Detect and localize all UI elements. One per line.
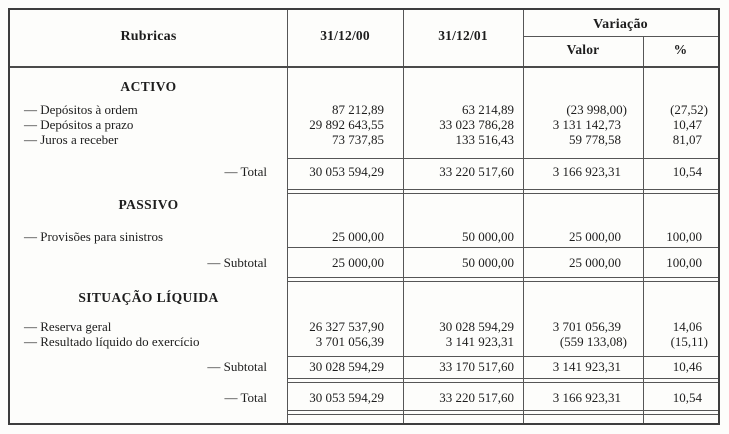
- value-variacao-valor: (23 998,00): [566, 102, 627, 117]
- total-rule: [287, 247, 718, 248]
- value-31-12-01: 33 220 517,60: [439, 164, 514, 179]
- value-variacao-valor: 3 141 923,31: [552, 359, 621, 374]
- column-header-31-12-01: 31/12/01: [438, 28, 488, 43]
- value-variacao-percent: 100,00: [666, 229, 702, 244]
- section-double-rule: [287, 189, 718, 194]
- column-header-variacao: Variação: [593, 17, 648, 32]
- column-divider: [403, 10, 404, 423]
- row-label: — Provisões para sinistros: [24, 229, 164, 244]
- value-variacao-valor: 3 166 923,31: [552, 164, 621, 179]
- value-31-12-00: 30 028 594,29: [309, 359, 384, 374]
- value-31-12-01: 33 170 517,60: [439, 359, 514, 374]
- value-31-12-00: 25 000,00: [332, 229, 384, 244]
- value-variacao-percent: 10,46: [672, 359, 702, 374]
- value-variacao-percent: (27,52): [670, 102, 708, 117]
- row-label: — Reserva geral: [24, 319, 112, 334]
- row-label: — Juros a receber: [24, 132, 119, 147]
- value-31-12-00: 25 000,00: [332, 255, 384, 270]
- value-variacao-valor: 25 000,00: [569, 255, 621, 270]
- value-31-12-01: 33 220 517,60: [439, 390, 514, 405]
- value-31-12-01: 133 516,43: [455, 132, 515, 147]
- value-variacao-percent: 10,54: [672, 164, 702, 179]
- value-31-12-00: 26 327 537,90: [309, 319, 384, 334]
- value-variacao-percent: 10,47: [672, 117, 702, 132]
- column-divider: [287, 10, 288, 423]
- value-variacao-valor: 3 166 923,31: [552, 390, 621, 405]
- row-label: — Depósitos a prazo: [24, 117, 134, 132]
- section-double-rule: [287, 378, 718, 383]
- column-header-rubricas: Rubricas: [120, 29, 177, 44]
- value-31-12-01: 63 214,89: [462, 102, 514, 117]
- value-31-12-01: 30 028 594,29: [439, 319, 514, 334]
- section-double-rule: [287, 277, 718, 282]
- value-31-12-01: 50 000,00: [462, 255, 514, 270]
- value-31-12-01: 3 141 923,31: [445, 334, 514, 349]
- row-label: — Resultado líquido do exercício: [24, 334, 200, 349]
- variacao-underline: [523, 36, 718, 37]
- value-31-12-01: 50 000,00: [462, 229, 514, 244]
- value-31-12-00: 30 053 594,29: [309, 390, 384, 405]
- section-title-passivo: PASSIVO: [118, 197, 179, 212]
- value-31-12-01: 33 023 786,28: [439, 117, 514, 132]
- column-header-percent: %: [673, 42, 688, 57]
- value-variacao-percent: 81,07: [672, 132, 702, 147]
- value-variacao-percent: 100,00: [666, 255, 702, 270]
- total-rule: [287, 158, 718, 159]
- row-label: — Depósitos à ordem: [24, 102, 138, 117]
- column-divider: [643, 36, 644, 423]
- total-label: — Total: [224, 164, 267, 179]
- column-divider: [523, 10, 524, 423]
- value-31-12-00: 30 053 594,29: [309, 164, 384, 179]
- column-header-valor: Valor: [566, 42, 600, 57]
- subtotal-label: — Subtotal: [207, 359, 267, 374]
- value-31-12-00: 29 892 643,55: [309, 117, 384, 132]
- header-divider: [10, 66, 718, 68]
- value-variacao-valor: 25 000,00: [569, 229, 621, 244]
- value-variacao-valor: 3 701 056,39: [552, 319, 621, 334]
- value-variacao-percent: (15,11): [670, 334, 708, 349]
- column-header-31-12-00: 31/12/00: [320, 28, 370, 43]
- value-31-12-00: 3 701 056,39: [315, 334, 384, 349]
- section-double-rule: [287, 410, 718, 415]
- total-rule: [287, 356, 718, 357]
- balance-table-frame: Rubricas 31/12/00 31/12/01 Variação Valo…: [8, 8, 720, 425]
- value-31-12-00: 87 212,89: [332, 102, 384, 117]
- value-variacao-percent: 10,54: [672, 390, 702, 405]
- value-variacao-valor: 59 778,58: [569, 132, 621, 147]
- section-title-activo: ACTIVO: [120, 79, 177, 94]
- value-variacao-valor: 3 131 142,73: [552, 117, 621, 132]
- value-variacao-valor: (559 133,08): [559, 334, 627, 349]
- grand-total-label: — Total: [224, 390, 267, 405]
- value-31-12-00: 73 737,85: [332, 132, 384, 147]
- section-title-situacao-liquida: SITUAÇÃO LÍQUIDA: [78, 290, 219, 305]
- value-variacao-percent: 14,06: [672, 319, 702, 334]
- subtotal-label: — Subtotal: [207, 255, 267, 270]
